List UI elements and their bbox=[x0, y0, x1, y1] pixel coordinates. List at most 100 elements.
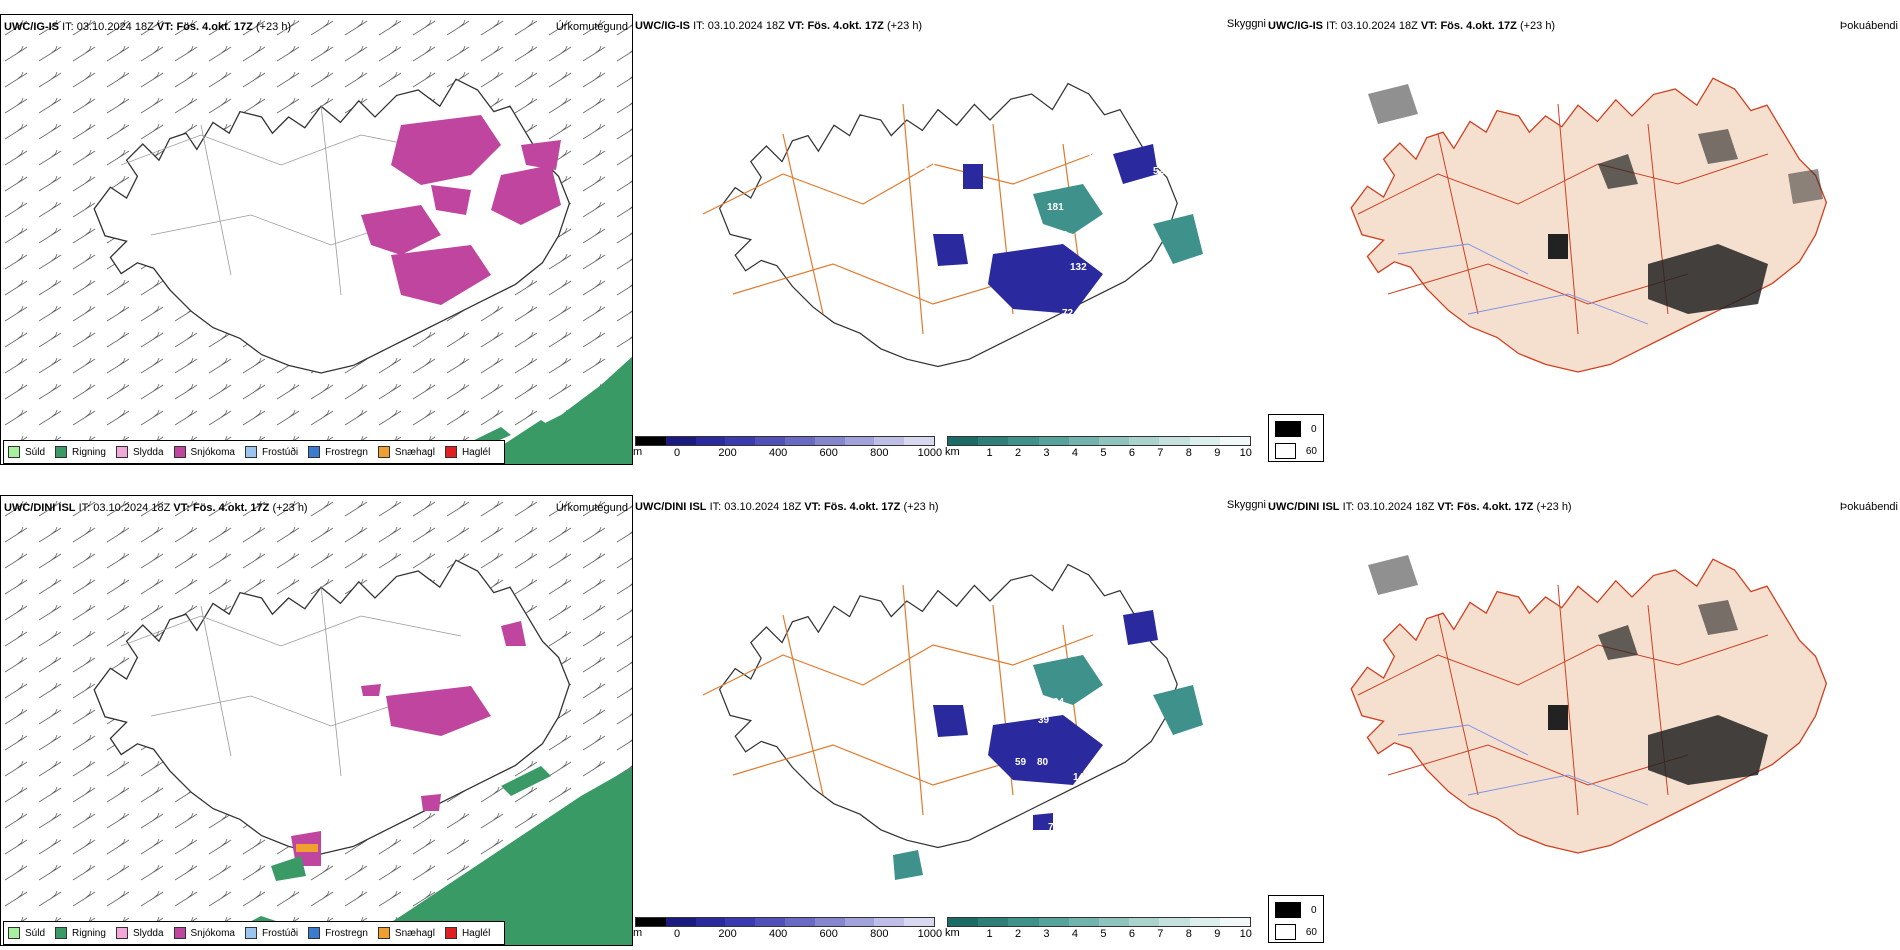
colorbar-segment bbox=[948, 918, 979, 926]
colorbar-segment bbox=[695, 437, 726, 445]
visibility-colorbar-row1: 1 2 3 4 5 6 7 8 9 10 km bbox=[945, 436, 1252, 460]
colorbar-segment bbox=[1068, 918, 1100, 926]
visibility-value-label: 147 bbox=[1073, 772, 1090, 783]
legend-label: Snjókoma bbox=[190, 446, 235, 458]
precip-legend-item: Frostúði bbox=[244, 446, 299, 458]
colorbar-segment bbox=[665, 437, 696, 445]
legend-swatch bbox=[444, 446, 457, 458]
visibility-value-label: 90 bbox=[1144, 210, 1156, 221]
colorbar-segment bbox=[1129, 918, 1160, 926]
precip-legend-item: Frostúði bbox=[244, 927, 298, 939]
fog-title-row2: Þokuábendi bbox=[1839, 501, 1898, 513]
legend-label: Snæhagl bbox=[394, 446, 435, 458]
visibility-value-label: 70 bbox=[1131, 234, 1143, 245]
colorbar-segment bbox=[814, 918, 845, 926]
snowfall-area bbox=[361, 115, 561, 305]
visibility-area bbox=[893, 655, 1203, 880]
precip-legend-item: Frostregn bbox=[308, 927, 368, 939]
visibility-value-label: 83 bbox=[1093, 707, 1105, 718]
fog-panel-row2: UWC/DINI ISL IT: 03.10.2024 18Z VT: Fös.… bbox=[1268, 495, 1900, 946]
colorbar-tick: 3 bbox=[1043, 928, 1050, 940]
precip-legend-item: Snæhagl bbox=[377, 927, 435, 939]
visibility-value-label: 21 bbox=[1086, 152, 1098, 163]
visibility-value-label: 108 bbox=[1038, 180, 1055, 191]
colorbar-tick: 4 bbox=[1071, 447, 1079, 459]
visibility-value-label: 59 bbox=[1015, 757, 1027, 768]
visibility-value-label: 57 bbox=[923, 879, 935, 890]
colorbar-tick: 10 bbox=[1239, 928, 1252, 940]
header-row2-fog: UWC/DINI ISL IT: 03.10.2024 18Z VT: Fös.… bbox=[1268, 501, 1572, 513]
visibility-value-label: 17 bbox=[1136, 238, 1148, 249]
legend-label: Haglél bbox=[461, 927, 491, 939]
visibility-value-label: 72 bbox=[1048, 822, 1060, 833]
visibility-value-label: 70 bbox=[736, 572, 748, 583]
colorbar-tick: 200 bbox=[718, 447, 737, 459]
legend-label: Rigning bbox=[72, 446, 106, 458]
visibility-value-label: 79 bbox=[1057, 230, 1069, 241]
colorbar-segment bbox=[725, 918, 756, 926]
visibility-value-label: 525 bbox=[1153, 166, 1170, 177]
legend-swatch bbox=[244, 927, 257, 939]
colorbar-tick: 3 bbox=[1043, 447, 1050, 459]
precip-legend-row2: Súld Rigning Slydda Snjókoma Frostúði Frostre… bbox=[3, 921, 506, 945]
legend-label: Frostúði bbox=[261, 446, 299, 458]
legend-swatch bbox=[377, 446, 390, 458]
visibility-value-label: 84 bbox=[1121, 687, 1133, 698]
precip-legend-item: Rigning bbox=[55, 446, 106, 458]
colorbar-segment bbox=[948, 437, 979, 445]
header-row2-precip: UWC/DINI ISL IT: 03.10.2024 18Z VT: Fös.… bbox=[4, 502, 308, 514]
ceiling-colorbar-row1: 0 200 400 600 800 1000 m bbox=[633, 436, 942, 460]
colorbar-segment bbox=[978, 437, 1009, 445]
colorbar-tick: 0 bbox=[673, 928, 681, 940]
visibility-value-label: 80 bbox=[1145, 126, 1157, 137]
colorbar-tick: 9 bbox=[1214, 928, 1221, 940]
visibility-value-label: 94 bbox=[1053, 697, 1065, 708]
colorbar-tick: 9 bbox=[1214, 447, 1221, 459]
visibility-value-label: 132 bbox=[1070, 262, 1087, 273]
precip-legend-item: Rigning bbox=[55, 927, 106, 939]
visibility-value-label: 205 bbox=[1074, 103, 1091, 114]
header-row2-vis: UWC/DINI ISL IT: 03.10.2024 18Z VT: Fös.… bbox=[635, 501, 939, 513]
legend-label: Rigning bbox=[72, 927, 106, 939]
legend-label: Frostregn bbox=[325, 927, 368, 939]
legend-swatch bbox=[115, 927, 128, 939]
colorbar-tick: 1000 bbox=[917, 928, 943, 940]
legend-swatch bbox=[308, 446, 321, 458]
legend-swatch bbox=[8, 446, 20, 458]
visibility-value-label: 96 bbox=[1051, 707, 1063, 718]
precip-legend-row1: Súld Rigning Slydda Snjókoma Frostúði Frostre… bbox=[3, 440, 506, 464]
colorbar-segment bbox=[665, 918, 696, 926]
visibility-value-label: 236 bbox=[1086, 116, 1103, 127]
fog-legend-row1: 0 60 bbox=[1268, 414, 1324, 462]
legend-label: Slydda bbox=[132, 927, 164, 939]
fog-area bbox=[1368, 555, 1768, 785]
visibility-panel-row2: 70 44 94 45 96 39 83 59 80 71 147 84 83 72 57 UWC/DINI… bbox=[633, 495, 1268, 946]
legend-label: Súld bbox=[25, 446, 46, 458]
colorbar-segment bbox=[1099, 918, 1130, 926]
colorbar-segment bbox=[1008, 437, 1039, 445]
vis-title-row1: Skyggni bbox=[1226, 18, 1266, 30]
fog-map-row2 bbox=[1350, 555, 1828, 854]
legend-label: Haglél bbox=[461, 446, 491, 458]
precip-legend-item: Snæhagl bbox=[377, 446, 435, 458]
colorbar-tick: 6 bbox=[1128, 447, 1135, 459]
colorbar-tick: 800 bbox=[870, 928, 889, 940]
colorbar-segment bbox=[784, 437, 815, 445]
colorbar-tick: 2 bbox=[1014, 928, 1022, 940]
colorbar-segment bbox=[1219, 437, 1251, 445]
visibility-value-label: 39 bbox=[1038, 715, 1050, 726]
legend-swatch bbox=[55, 446, 68, 458]
colorbar-segment bbox=[1068, 437, 1100, 445]
colorbar-tick: 400 bbox=[768, 928, 788, 940]
colorbar-segment bbox=[1189, 918, 1220, 926]
colorbar-tick: 800 bbox=[870, 447, 889, 459]
visibility-value-label: 55 bbox=[729, 80, 741, 91]
precip-legend-item: Súld bbox=[8, 927, 45, 939]
fog-map-row1 bbox=[1350, 77, 1828, 373]
visibility-value-label: 13 bbox=[1168, 154, 1180, 165]
colorbar-segment bbox=[1038, 918, 1069, 926]
colorbar-segment bbox=[874, 918, 905, 926]
colorbar-segment bbox=[1038, 437, 1069, 445]
